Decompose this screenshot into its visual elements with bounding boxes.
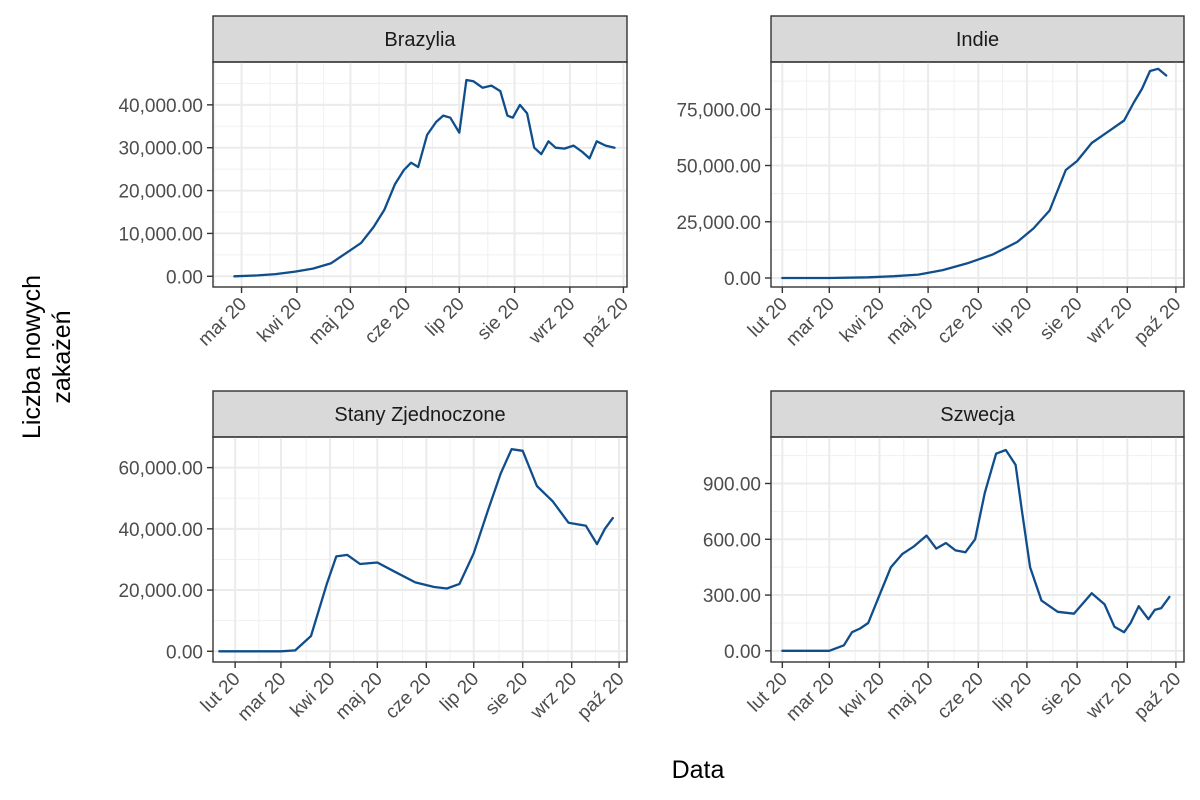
x-tick-label: kwi 20: [836, 294, 889, 347]
y-tick-label: 40,000.00: [118, 96, 203, 117]
y-tick-label: 900.00: [703, 474, 761, 495]
x-tick-label: cze 20: [933, 294, 987, 348]
series-line: [781, 67, 1168, 280]
x-tick-label: mar 20: [194, 294, 251, 351]
y-tick-label: 0.00: [166, 267, 203, 288]
facet-strip: [770, 390, 1185, 438]
facet-title: Indie: [956, 29, 999, 51]
y-tick-label: 20,000.00: [118, 182, 203, 203]
panel-border: [212, 436, 628, 663]
x-tick-label: wrz 20: [526, 669, 581, 724]
x-tick-label: lip 20: [989, 294, 1036, 341]
x-tick-label: paź 20: [1130, 669, 1185, 724]
x-tick-label: mar 20: [234, 669, 291, 726]
y-tick-label: 10,000.00: [118, 224, 203, 245]
y-tick-label: 0.00: [724, 269, 761, 290]
x-tick-label: maj 20: [305, 294, 360, 349]
y-tick-label: 20,000.00: [118, 581, 203, 602]
x-tick-label: kwi 20: [836, 669, 889, 722]
y-tick-label: 600.00: [703, 530, 761, 551]
x-tick-label: paź 20: [578, 294, 633, 349]
x-tick-label: cze 20: [933, 669, 987, 723]
chart-panel-1: Brazylia 0.00 10,000.00 20,000.00 30,000.00 4…: [118, 15, 633, 351]
facet-strip: [212, 15, 628, 63]
x-tick-label: cze 20: [361, 294, 415, 348]
panel-border: [770, 61, 1185, 288]
y-tick-label: 0.00: [166, 642, 203, 663]
series-line: [233, 78, 616, 278]
y-tick-label: 50,000.00: [676, 157, 761, 178]
x-tick-label: wrz 20: [1082, 669, 1137, 724]
facet-title: Szwecja: [940, 404, 1015, 426]
facet-strip: [770, 15, 1185, 63]
panel-border: [212, 61, 628, 288]
x-tick-label: maj 20: [882, 294, 937, 349]
y-tick-label: 300.00: [703, 586, 761, 607]
y-tick-label: 0.00: [724, 642, 761, 663]
x-tick-label: sie 20: [1036, 669, 1087, 720]
chart-panels: Brazylia 0.00 10,000.00 20,000.00 30,000.00 4…: [118, 15, 1185, 726]
x-tick-label: lip 20: [436, 669, 483, 716]
x-tick-label: paź 20: [1130, 294, 1185, 349]
x-tick-label: sie 20: [473, 294, 524, 345]
x-tick-label: kwi 20: [287, 669, 340, 722]
y-tick-label: 30,000.00: [118, 139, 203, 160]
y-axis-title: Liczba nowych: [18, 275, 46, 439]
x-tick-label: mar 20: [782, 294, 839, 351]
x-tick-label: wrz 20: [524, 294, 579, 349]
y-tick-label: 60,000.00: [118, 459, 203, 480]
x-tick-label: paź 20: [573, 669, 628, 724]
facet-title: Brazylia: [384, 29, 456, 51]
y-axis-title-line-2: zakażeń: [48, 310, 76, 403]
x-tick-label: sie 20: [482, 669, 533, 720]
x-tick-label: lip 20: [422, 294, 469, 341]
chart-panel-2: Indie0.0025,000.0050,000.0075,000.00lut …: [676, 15, 1185, 351]
facet-title: Stany Zjednoczone: [334, 404, 505, 426]
x-tick-label: cze 20: [381, 669, 435, 723]
x-tick-label: maj 20: [882, 669, 937, 724]
series-line: [218, 448, 614, 653]
x-tick-label: wrz 20: [1082, 294, 1137, 349]
panel-border: [770, 436, 1185, 663]
x-tick-label: mar 20: [782, 669, 839, 726]
y-tick-label: 25,000.00: [676, 213, 761, 234]
x-tick-label: maj 20: [332, 669, 387, 724]
chart-panel-3: Stany Zjednoczone 0.00 20,000.00 40,000.00 6…: [118, 390, 629, 726]
x-axis-title: Data: [672, 756, 725, 784]
x-tick-label: lip 20: [989, 669, 1036, 716]
y-tick-label: 75,000.00: [676, 100, 761, 121]
y-tick-label: 40,000.00: [118, 520, 203, 541]
series-line: [781, 448, 1171, 652]
facet-strip: [212, 390, 628, 438]
x-tick-label: kwi 20: [254, 294, 307, 347]
x-tick-label: sie 20: [1036, 294, 1087, 345]
